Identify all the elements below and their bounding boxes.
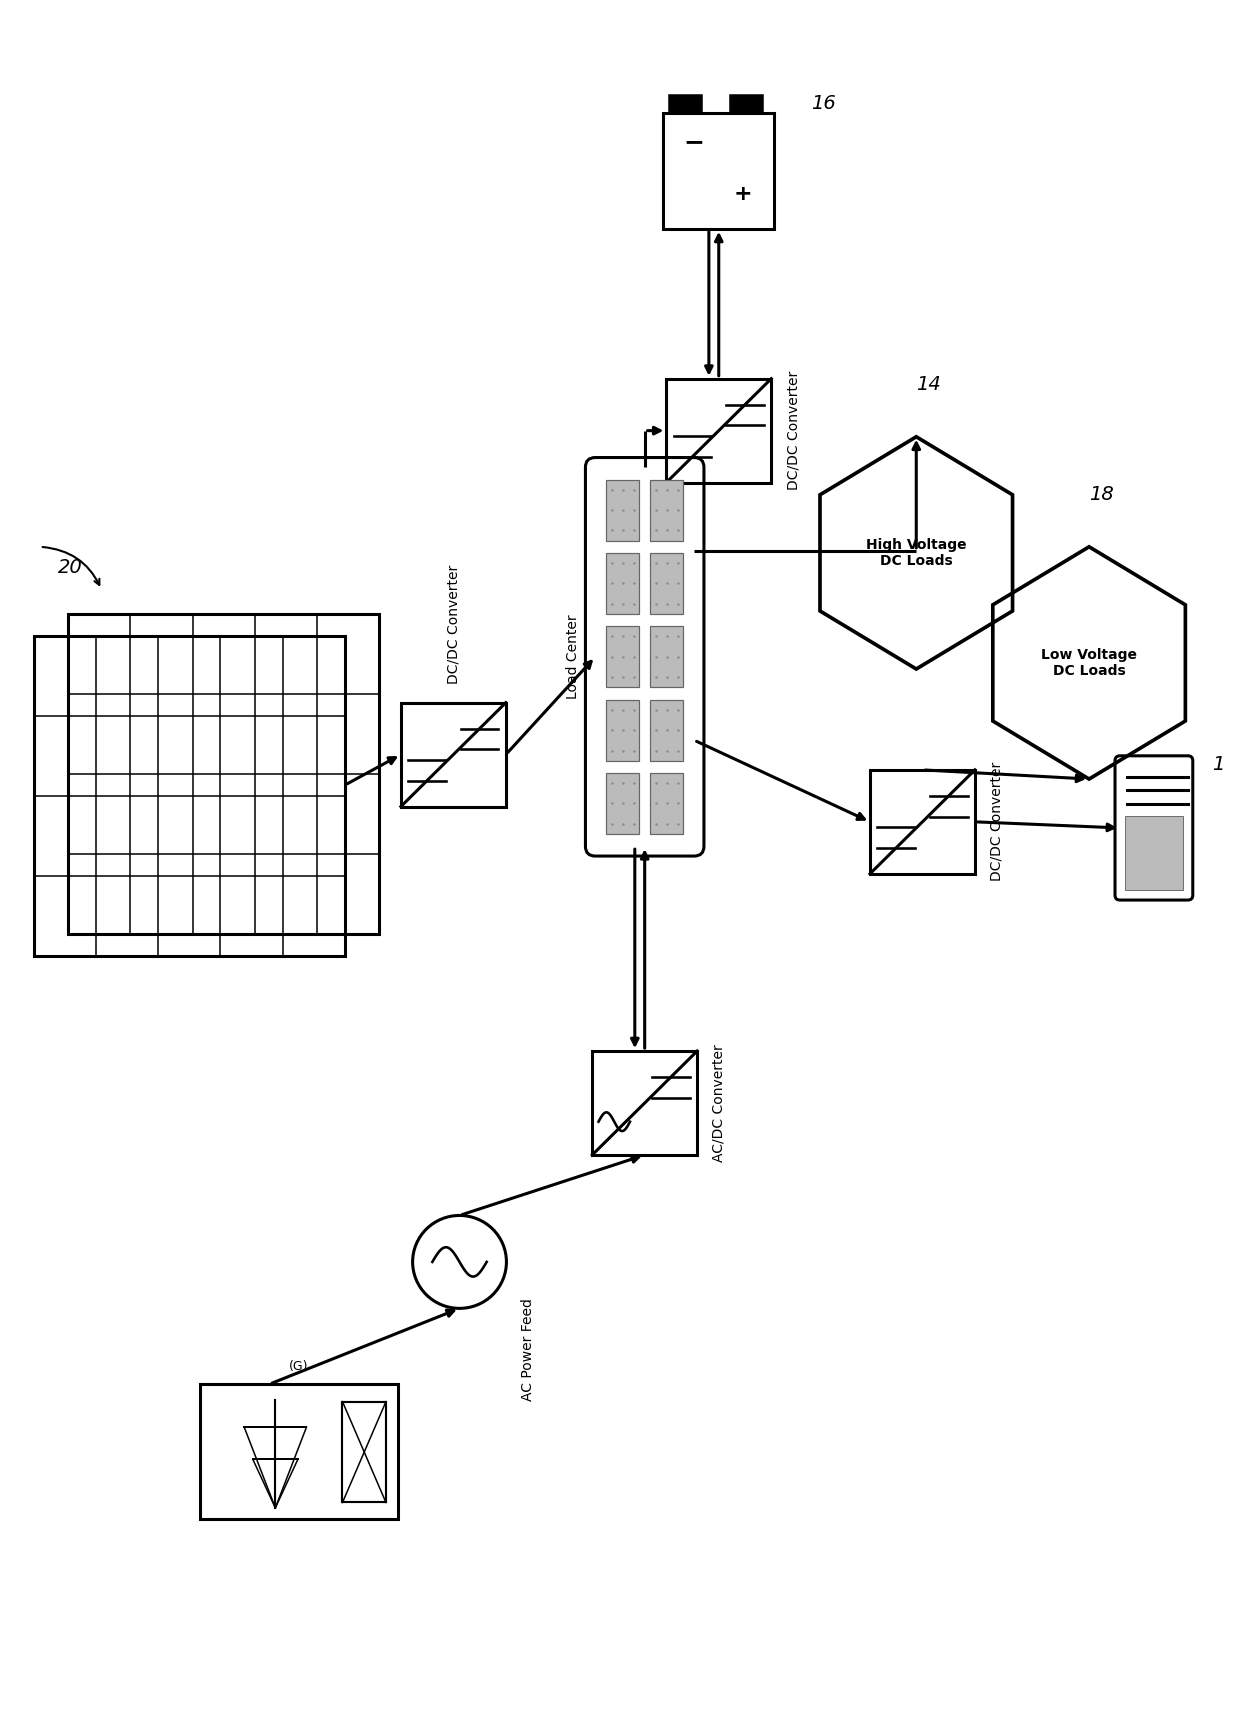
Bar [342, 1401, 386, 1502]
Text: (G): (G) [289, 1360, 309, 1374]
Bar [668, 96, 702, 113]
Text: 16: 16 [811, 94, 836, 113]
Text: High Voltage
DC Loads: High Voltage DC Loads [866, 537, 966, 568]
FancyBboxPatch shape [650, 553, 683, 615]
FancyBboxPatch shape [650, 479, 683, 541]
Bar [663, 113, 774, 228]
Bar [68, 615, 379, 934]
Text: DC/DC Converter: DC/DC Converter [786, 371, 800, 491]
FancyBboxPatch shape [606, 479, 639, 541]
Text: DC/DC Converter: DC/DC Converter [446, 565, 460, 685]
Text: Load Center: Load Center [567, 615, 580, 699]
Text: 14: 14 [916, 374, 941, 393]
Text: −: − [683, 130, 704, 155]
FancyBboxPatch shape [650, 699, 683, 761]
Text: AC Power Feed: AC Power Feed [521, 1298, 536, 1401]
Bar [201, 1384, 398, 1518]
Text: 1: 1 [1213, 754, 1225, 774]
FancyBboxPatch shape [650, 627, 683, 687]
Text: Low Voltage
DC Loads: Low Voltage DC Loads [1042, 647, 1137, 678]
Bar [730, 96, 763, 113]
Text: 18: 18 [1089, 484, 1114, 505]
Text: AC/DC Converter: AC/DC Converter [712, 1044, 725, 1162]
FancyBboxPatch shape [606, 627, 639, 687]
FancyBboxPatch shape [650, 773, 683, 834]
FancyBboxPatch shape [606, 699, 639, 761]
Bar [33, 635, 345, 956]
Text: +: + [734, 184, 753, 204]
FancyBboxPatch shape [606, 773, 639, 834]
FancyBboxPatch shape [606, 553, 639, 615]
Text: DC/DC Converter: DC/DC Converter [990, 762, 1003, 881]
Bar [1125, 816, 1183, 891]
Text: 20: 20 [58, 558, 83, 577]
